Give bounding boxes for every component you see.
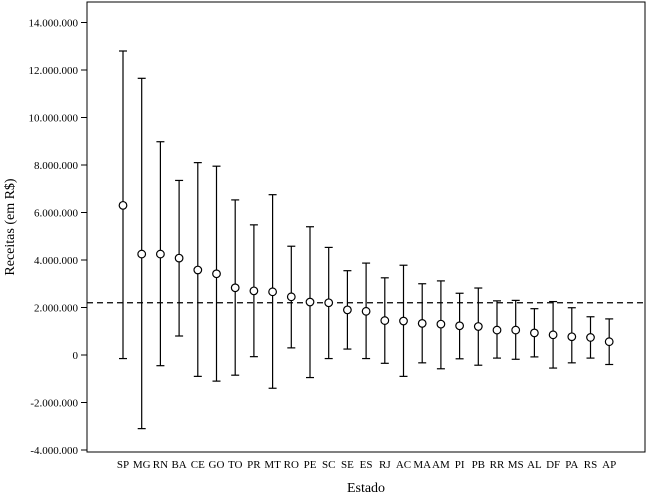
y-tick-label: -2.000.000	[30, 398, 78, 410]
x-tick-label-BA: BA	[171, 459, 186, 471]
x-tick-label-SC: SC	[322, 459, 335, 471]
x-tick-label-RR: RR	[490, 459, 505, 471]
x-tick-label-SP: SP	[117, 459, 129, 471]
x-tick-label-DF: DF	[546, 459, 560, 471]
x-tick-label-AM: AM	[432, 459, 450, 471]
x-tick-label-TO: TO	[228, 459, 243, 471]
x-tick-label-RN: RN	[153, 459, 168, 471]
y-tick-label: 8.000.000	[34, 160, 79, 172]
y-tick-label: 12.000.000	[29, 65, 79, 77]
mean-point-SP	[118, 200, 128, 210]
x-tick-label-ES: ES	[360, 459, 373, 471]
x-axis-title: Estado	[347, 481, 385, 496]
x-tick-label-AL: AL	[527, 459, 542, 471]
mean-point-SC	[324, 298, 334, 308]
x-tick-label-PI: PI	[455, 459, 465, 471]
x-tick-label-MG: MG	[133, 459, 151, 471]
x-tick-label-RO: RO	[284, 459, 299, 471]
x-tick-label-RJ: RJ	[379, 459, 391, 471]
error-bars	[118, 50, 614, 430]
x-tick-label-PA: PA	[565, 459, 578, 471]
y-axis-ticks: -4.000.000 -2.000.000 0 2.000.000 4.000.000 6…	[29, 18, 87, 457]
x-tick-label-PB: PB	[472, 459, 485, 471]
x-tick-label-PE: PE	[304, 459, 317, 471]
mean-point-PE	[305, 297, 315, 307]
x-tick-label-MA: MA	[413, 459, 431, 471]
x-tick-label-MS: MS	[508, 459, 524, 471]
mean-point-GO	[212, 269, 221, 279]
y-tick-label: 10.000.000	[29, 113, 79, 125]
y-tick-label: 14.000.000	[29, 18, 79, 30]
mean-point-CE	[193, 265, 203, 275]
mean-point-PB	[473, 322, 483, 331]
x-tick-label-PR: PR	[247, 459, 261, 471]
mean-point-RO	[286, 292, 296, 302]
y-tick-label: 4.000.000	[34, 255, 79, 267]
mean-point-AC	[399, 316, 408, 326]
mean-point-RR	[492, 325, 502, 335]
mean-point-TO	[230, 283, 240, 293]
y-tick-label: 2.000.000	[34, 303, 79, 315]
x-tick-label-MT: MT	[264, 459, 281, 471]
mean-point-ES	[361, 306, 371, 316]
mean-point-AP	[604, 337, 614, 347]
mean-point-BA	[174, 253, 184, 263]
x-tick-label-CE: CE	[191, 459, 205, 471]
mean-point-PA	[567, 332, 577, 342]
x-axis-tick-labels: SP MG RN BA CE GO TO PR MT RO PE SC SE ES RJ AC MA AM PI PB…	[117, 459, 616, 471]
mean-point-PI	[455, 321, 465, 331]
mean-point-PR	[249, 286, 259, 296]
y-tick-label: 0	[73, 350, 79, 362]
plot-area-frame	[86, 1, 646, 453]
mean-point-RS	[586, 333, 595, 342]
y-tick-label: -4.000.000	[30, 445, 78, 457]
x-tick-label-RS: RS	[584, 459, 597, 471]
mean-point-AM	[436, 319, 446, 329]
mean-point-MS	[511, 325, 521, 335]
mean-point-MA	[417, 319, 427, 328]
x-tick-label-AC: AC	[396, 459, 411, 471]
mean-point-RJ	[380, 316, 390, 325]
y-tick-label: 6.000.000	[34, 208, 79, 220]
mean-point-DF	[548, 330, 558, 340]
y-axis-title: Receitas (em R$)	[3, 178, 18, 276]
mean-point-AL	[530, 328, 539, 338]
x-tick-label-SE: SE	[341, 459, 354, 471]
mean-point-RN	[155, 249, 165, 259]
mean-point-MT	[268, 287, 278, 297]
mean-point-MG	[137, 249, 147, 259]
x-tick-label-AP: AP	[602, 459, 616, 471]
mean-point-SE	[343, 305, 352, 315]
x-tick-label-GO: GO	[209, 459, 225, 471]
